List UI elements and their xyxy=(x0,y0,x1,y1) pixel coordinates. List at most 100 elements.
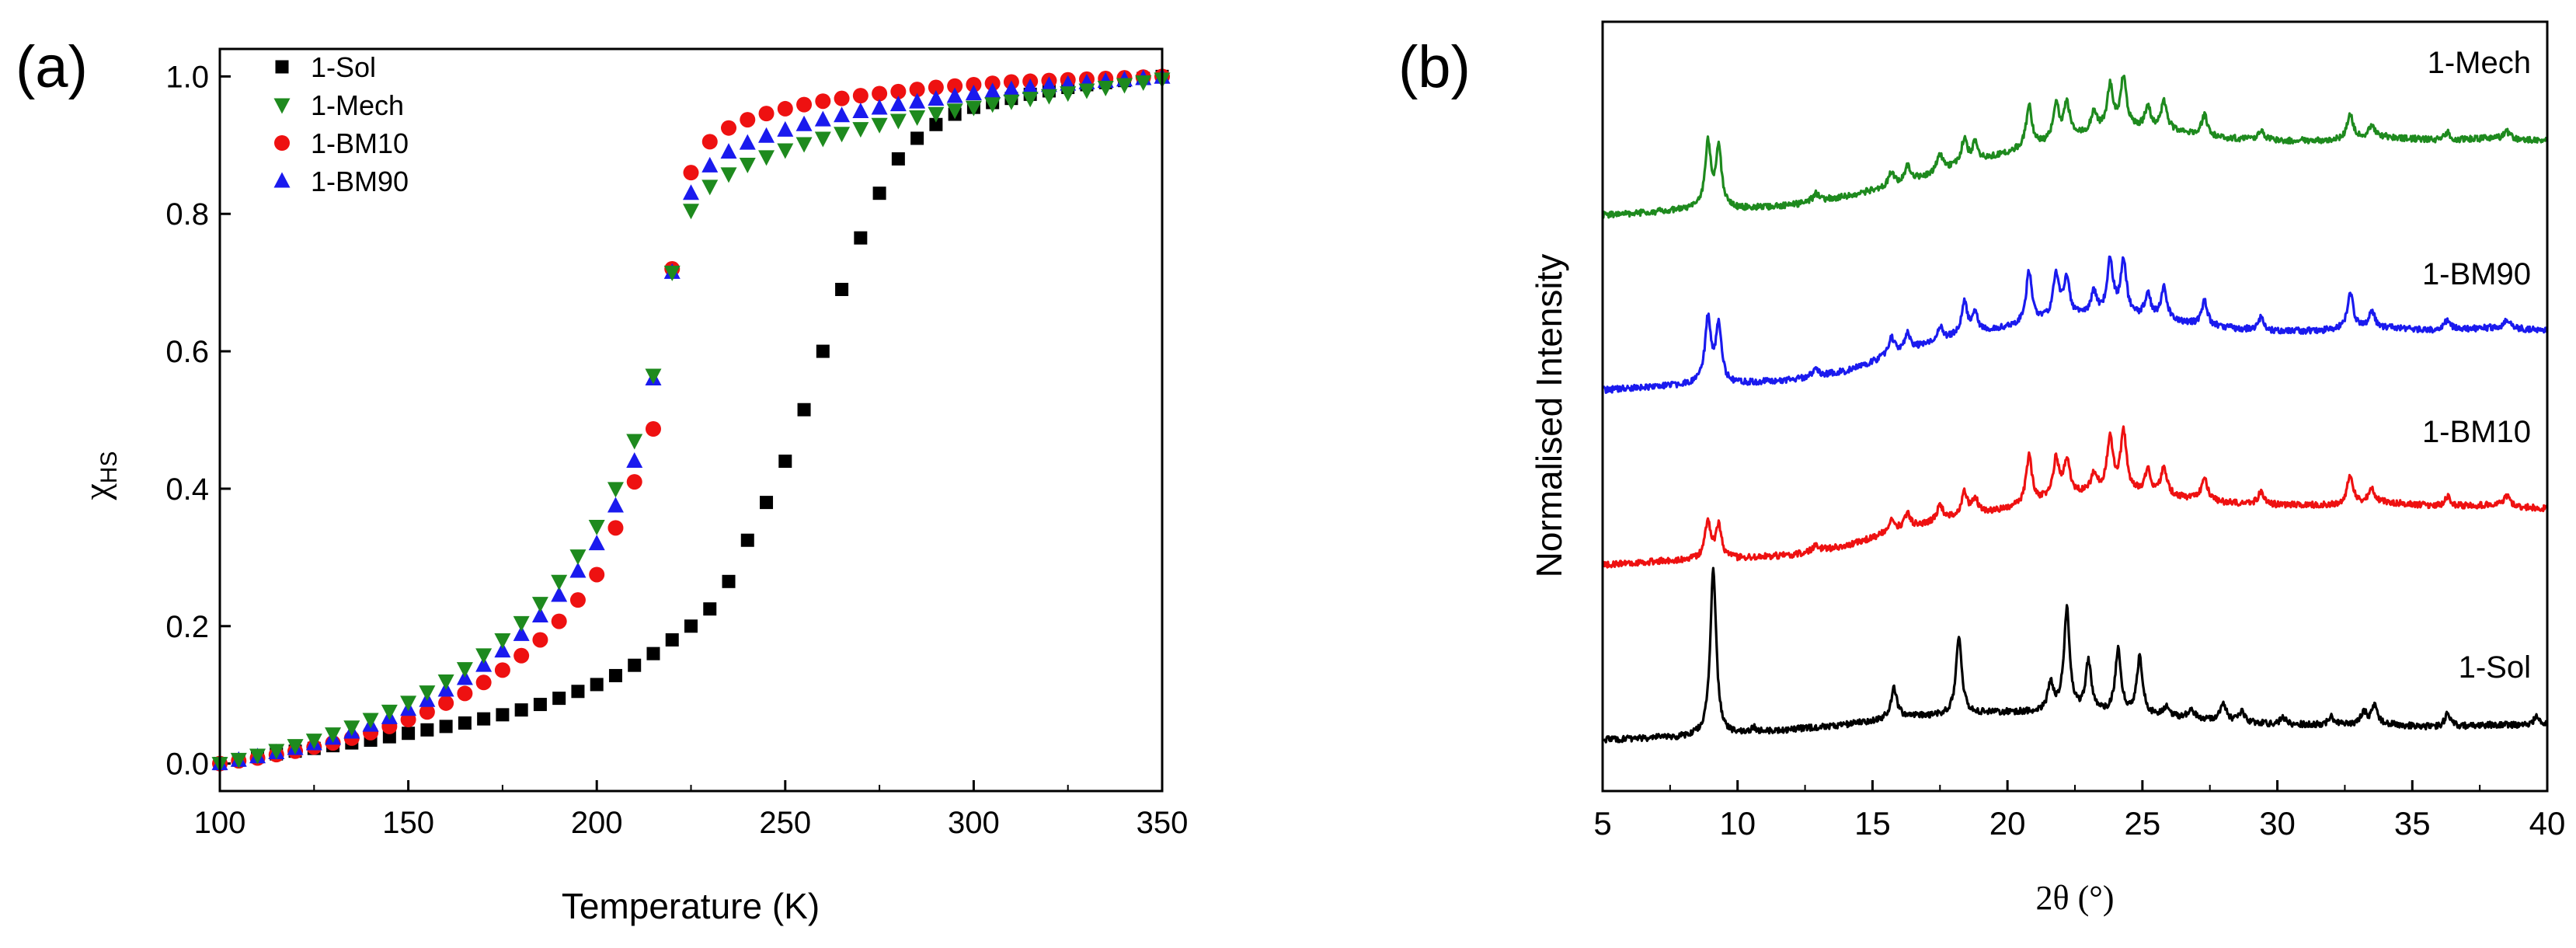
x-tick-label: 300 xyxy=(948,806,1000,840)
data-point xyxy=(758,106,775,122)
x-tick-label: 5 xyxy=(1593,805,1611,842)
pattern-1-Mech xyxy=(1602,75,2548,220)
data-point xyxy=(871,99,888,115)
data-point xyxy=(475,674,492,691)
data-point xyxy=(439,720,453,734)
data-point xyxy=(475,648,493,664)
data-point xyxy=(1060,86,1077,103)
data-point xyxy=(1040,76,1057,92)
legend-label: 1-BM10 xyxy=(311,127,409,159)
data-point xyxy=(569,562,587,578)
data-point xyxy=(740,533,754,547)
data-point xyxy=(402,727,416,741)
data-point xyxy=(1003,80,1020,96)
panel-b-patterns xyxy=(1601,75,2549,744)
data-point xyxy=(891,152,905,166)
data-point xyxy=(475,656,493,672)
x-tick-label: 40 xyxy=(2529,805,2566,842)
data-point xyxy=(778,455,792,469)
legend-marker xyxy=(273,172,291,188)
series-label-1-Mech: 1-Mech xyxy=(2428,46,2531,80)
data-point xyxy=(287,739,304,755)
data-point xyxy=(457,685,473,702)
panel-b-chart: (b) 5 10 15 20 25 30 35 40 1-Mech1-BM901-BM101-… xyxy=(1398,20,2566,917)
data-point xyxy=(852,122,869,138)
data-point xyxy=(834,127,851,143)
data-point xyxy=(249,748,266,765)
data-point xyxy=(400,695,417,712)
data-point xyxy=(588,535,605,551)
data-point xyxy=(325,727,342,744)
data-point xyxy=(437,674,454,691)
data-point xyxy=(683,204,699,220)
data-point xyxy=(683,184,699,200)
data-point xyxy=(494,642,511,658)
x-tick-label: 100 xyxy=(194,806,246,840)
x-tick-label: 250 xyxy=(759,806,811,840)
legend-label: 1-Sol xyxy=(311,51,376,83)
data-point xyxy=(739,134,756,150)
data-point xyxy=(588,520,605,536)
data-point xyxy=(683,165,699,181)
data-point xyxy=(513,615,530,632)
series-label-1-BM90: 1-BM90 xyxy=(2422,257,2531,291)
data-point xyxy=(494,662,510,678)
data-point xyxy=(701,134,718,150)
panel-a-ylabel: χHS xyxy=(76,451,122,501)
data-point xyxy=(760,496,774,510)
data-point xyxy=(777,143,794,159)
data-point xyxy=(607,497,624,513)
legend-label: 1-Mech xyxy=(311,89,404,121)
data-point xyxy=(1040,89,1057,105)
panel-a-xlabel: Temperature (K) xyxy=(562,886,820,926)
data-point xyxy=(872,85,888,102)
data-point xyxy=(890,83,907,99)
legend-label: 1-BM90 xyxy=(311,166,409,197)
data-point xyxy=(607,520,624,536)
data-point xyxy=(626,434,643,450)
panel-b-frame xyxy=(1601,20,2549,793)
panel-b-series-labels: 1-Mech 1-BM90 1-BM10 1-Sol xyxy=(2422,46,2531,685)
data-point xyxy=(1022,78,1039,95)
data-point xyxy=(758,150,775,166)
data-point xyxy=(646,647,660,660)
data-point xyxy=(834,106,851,123)
data-point xyxy=(628,658,642,672)
data-point xyxy=(720,143,737,159)
x-tick-label: 30 xyxy=(2259,805,2296,842)
data-point xyxy=(533,698,547,712)
data-point xyxy=(305,734,322,750)
data-point xyxy=(381,704,398,720)
data-point xyxy=(531,597,548,613)
data-point xyxy=(1135,75,1152,91)
panel-a-frame xyxy=(218,47,1164,793)
data-point xyxy=(626,474,642,490)
data-point xyxy=(814,131,831,148)
data-point xyxy=(965,84,982,100)
y-tick-label: 0.6 xyxy=(165,335,209,369)
data-point xyxy=(889,113,907,130)
data-point xyxy=(569,592,586,608)
legend-marker xyxy=(275,60,289,74)
data-point xyxy=(871,117,888,134)
data-point xyxy=(701,156,719,173)
data-point xyxy=(722,574,736,588)
x-tick-label: 10 xyxy=(1719,805,1756,842)
data-point xyxy=(343,720,360,737)
data-point xyxy=(552,692,566,706)
data-point xyxy=(645,368,662,385)
data-point xyxy=(721,120,737,136)
data-point xyxy=(984,82,1001,99)
data-point xyxy=(796,96,813,113)
data-point xyxy=(514,703,528,717)
data-point xyxy=(946,87,963,103)
data-point xyxy=(663,265,681,281)
data-point xyxy=(551,613,567,629)
data-point xyxy=(965,100,982,117)
data-point xyxy=(230,752,247,769)
data-point xyxy=(477,712,491,726)
data-point xyxy=(701,179,719,196)
data-point xyxy=(626,452,643,469)
x-tick-label: 20 xyxy=(1989,805,2026,842)
